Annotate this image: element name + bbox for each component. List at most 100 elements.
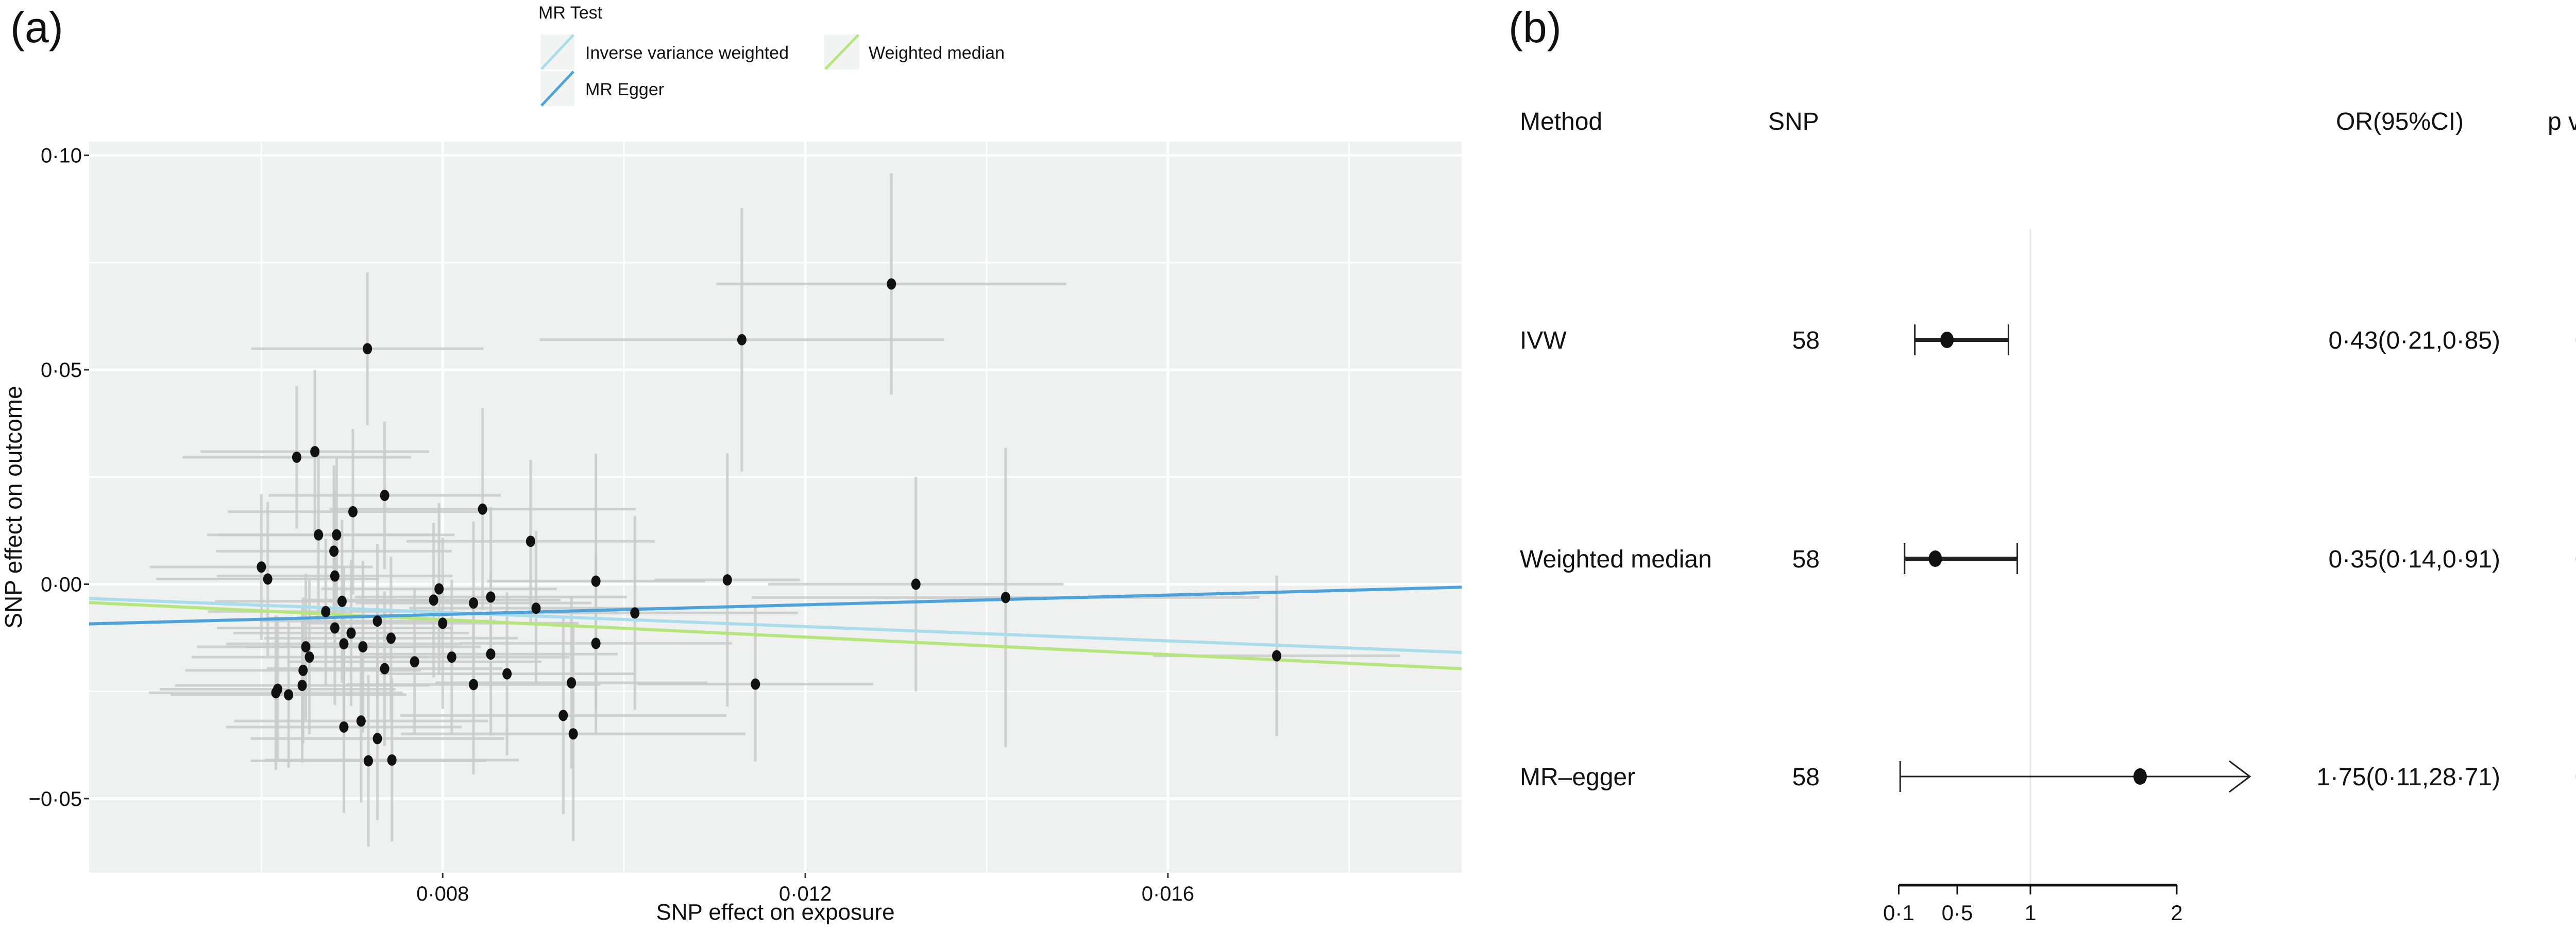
data-point <box>363 343 372 355</box>
header-p-value: p value <box>2548 108 2576 135</box>
data-point <box>737 334 747 346</box>
scatter-plot: 0·008 0·012 0·016 0·10 0·05 0·00 −0·05 <box>29 142 1462 905</box>
data-point <box>531 602 541 614</box>
legend-label-wm: Weighted median <box>869 43 1005 63</box>
forest-x-tick-label: 2 <box>2171 901 2182 925</box>
data-point <box>386 632 396 644</box>
data-point <box>567 677 577 689</box>
data-point <box>438 617 448 629</box>
data-point <box>722 574 732 586</box>
or-point <box>2133 768 2147 785</box>
data-point <box>591 575 601 587</box>
data-point <box>751 678 760 690</box>
data-point <box>356 715 366 727</box>
x-tick-label: 0·008 <box>416 883 469 905</box>
data-point <box>887 278 896 290</box>
data-point <box>486 648 496 660</box>
legend-line-wm <box>824 34 859 70</box>
p-value: 0·03 <box>2575 546 2576 573</box>
legend-line-egger <box>540 71 574 107</box>
data-point <box>478 503 487 515</box>
plot-background <box>89 142 1462 873</box>
forest-x-tick-label: 0·1 <box>1883 901 1914 925</box>
x-tick-label: 0·016 <box>1142 883 1194 905</box>
data-point <box>372 615 382 627</box>
x-axis-title: SNP effect on exposure <box>656 900 894 925</box>
y-tick-label: 0·00 <box>41 573 82 596</box>
snp-count: 58 <box>1792 546 1820 573</box>
data-point <box>329 545 339 557</box>
data-point <box>387 754 397 766</box>
weighted-median-line <box>89 601 1462 670</box>
data-point <box>348 506 358 518</box>
method-label: IVW <box>1520 327 1567 354</box>
legend-line-ivw <box>540 34 574 70</box>
y-tick-label: 0·05 <box>41 359 82 382</box>
data-point <box>486 591 496 603</box>
header-method: Method <box>1520 108 1602 135</box>
data-point <box>447 651 456 663</box>
or-ci-text: 0·35(0·14,0·91) <box>2328 546 2500 573</box>
data-point <box>526 536 535 547</box>
y-tick-label: 0·10 <box>41 145 82 167</box>
panel-a-label: (a) <box>10 3 63 51</box>
method-label: Weighted median <box>1520 546 1712 573</box>
data-point <box>1001 592 1010 604</box>
or-ci-text: 1·75(0·11,28·71) <box>2316 764 2500 791</box>
data-point <box>298 664 308 676</box>
y-axis-title: SNP effect on outcome <box>0 386 27 628</box>
or-point <box>1940 332 1954 348</box>
data-point <box>630 607 640 619</box>
data-point <box>591 637 601 649</box>
forest-row: MR–egger 58 1·75(0·11,28·71) 0·69 <box>1520 760 2576 793</box>
data-point <box>363 755 373 767</box>
ivw-line <box>89 597 1462 654</box>
data-point <box>372 733 382 745</box>
data-point <box>410 656 419 668</box>
ci-arrow <box>2229 760 2251 793</box>
egger-line <box>89 585 1462 626</box>
p-value: 0·69 <box>2575 764 2576 791</box>
header-or-ci: OR(95%CI) <box>2336 108 2464 135</box>
legend: MR Test Inverse variance weighted MR Egg… <box>538 3 1005 107</box>
data-point <box>380 663 389 675</box>
data-point <box>330 570 340 582</box>
data-point <box>339 721 349 733</box>
data-point <box>568 728 578 740</box>
y-tick-label: −0·05 <box>29 788 82 811</box>
or-point <box>1928 550 1942 567</box>
data-point <box>434 583 444 595</box>
data-point <box>380 490 389 502</box>
snp-count: 58 <box>1792 764 1820 791</box>
panel-b-label: (b) <box>1509 3 1562 51</box>
p-value: 0·01 <box>2575 327 2576 354</box>
x-tick-label: 0·012 <box>779 883 832 905</box>
data-point <box>429 594 438 606</box>
data-point <box>358 641 368 653</box>
data-point <box>284 689 294 701</box>
method-label: MR–egger <box>1520 764 1635 791</box>
data-point <box>257 561 266 573</box>
data-point <box>321 606 331 617</box>
data-point <box>337 595 347 607</box>
legend-label-egger: MR Egger <box>585 80 664 99</box>
data-point <box>310 446 320 458</box>
data-point <box>263 573 273 585</box>
legend-title: MR Test <box>538 3 603 23</box>
data-point <box>271 687 281 699</box>
forest-plot: Method SNP OR(95%CI) p value IVW 58 0·43(0… <box>1520 108 2576 925</box>
data-point <box>314 529 324 541</box>
data-point <box>558 710 568 721</box>
data-point <box>911 578 921 590</box>
legend-label-ivw: Inverse variance weighted <box>585 43 789 63</box>
data-point <box>1272 650 1282 662</box>
data-point <box>301 641 311 653</box>
data-point <box>469 679 479 691</box>
data-point <box>502 668 512 680</box>
data-point <box>304 651 314 663</box>
data-point <box>297 680 307 692</box>
snp-count: 58 <box>1792 327 1820 354</box>
forest-row: Weighted median 58 0·35(0·14,0·91) 0·03 <box>1520 543 2576 574</box>
header-snp: SNP <box>1768 108 1819 135</box>
